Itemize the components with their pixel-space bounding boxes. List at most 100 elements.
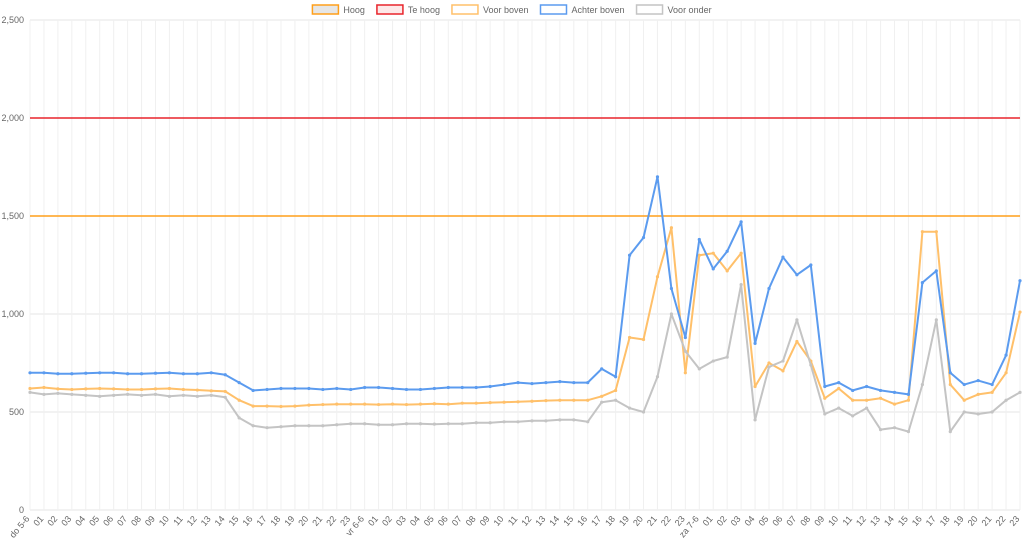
x-tick-label: 05 xyxy=(422,514,436,528)
x-tick-label: 13 xyxy=(199,514,213,528)
data-point xyxy=(892,402,897,406)
data-point xyxy=(892,390,897,394)
x-tick-label: 11 xyxy=(841,514,855,528)
data-point xyxy=(851,414,855,418)
x-tick-label: 21 xyxy=(645,514,659,528)
data-point xyxy=(432,422,436,426)
x-tick-label: 06 xyxy=(436,514,450,528)
data-point xyxy=(84,371,88,375)
y-tick-label: 1,000 xyxy=(1,309,24,319)
x-tick-label: 15 xyxy=(561,514,575,528)
data-point xyxy=(600,367,604,371)
legend-swatch xyxy=(635,4,664,15)
x-tick-label: 17 xyxy=(589,514,603,528)
data-point xyxy=(795,339,799,344)
data-point xyxy=(627,406,632,410)
data-point xyxy=(558,418,562,422)
data-point xyxy=(697,237,701,242)
x-tick-label: 19 xyxy=(952,514,966,528)
data-point xyxy=(934,318,938,322)
data-point xyxy=(530,381,534,386)
data-point xyxy=(42,392,46,396)
data-point xyxy=(795,273,799,277)
x-tick-label: 09 xyxy=(812,514,826,528)
legend-label: Achter boven xyxy=(572,5,625,15)
data-point xyxy=(697,367,701,371)
data-point xyxy=(237,416,241,420)
data-point xyxy=(725,355,729,359)
data-point xyxy=(572,418,576,422)
data-point xyxy=(711,359,715,363)
data-point xyxy=(153,387,158,391)
data-point xyxy=(279,386,283,391)
x-tick-label: 21 xyxy=(980,514,994,528)
data-point xyxy=(265,387,269,392)
x-tick-label: 17 xyxy=(924,514,938,528)
data-point xyxy=(237,381,241,385)
data-point xyxy=(837,386,841,391)
x-tick-label: 11 xyxy=(506,514,520,528)
data-point xyxy=(683,349,687,353)
data-point xyxy=(516,420,520,424)
x-tick-label: 11 xyxy=(171,514,185,528)
legend-label: Hoog xyxy=(343,5,365,15)
data-point xyxy=(920,230,924,234)
data-point xyxy=(251,424,255,428)
data-point xyxy=(293,386,297,391)
data-point xyxy=(962,398,966,402)
data-point xyxy=(56,372,60,376)
y-tick-label: 1,500 xyxy=(1,211,24,221)
data-point xyxy=(84,393,88,397)
data-point xyxy=(600,400,604,404)
data-point xyxy=(614,398,618,402)
data-point xyxy=(42,385,46,390)
x-tick-label: 22 xyxy=(659,514,673,528)
data-point xyxy=(363,422,367,426)
data-point xyxy=(753,341,757,345)
data-point xyxy=(655,375,660,379)
data-point xyxy=(823,396,827,400)
data-point xyxy=(669,312,674,316)
x-tick-label: 18 xyxy=(268,514,282,528)
data-point xyxy=(126,387,130,392)
data-point xyxy=(418,422,423,426)
data-point xyxy=(265,426,269,430)
data-point xyxy=(865,384,869,389)
x-tick-label: 23 xyxy=(1007,514,1021,528)
data-point xyxy=(544,381,548,385)
data-point xyxy=(251,388,255,393)
data-point xyxy=(321,387,325,392)
data-point xyxy=(614,388,618,393)
data-point xyxy=(906,430,911,434)
x-tick-label: 05 xyxy=(87,514,101,528)
x-tick-label: 14 xyxy=(882,514,896,528)
data-point xyxy=(586,398,590,402)
data-point xyxy=(335,386,339,391)
x-tick-label: 14 xyxy=(213,514,227,528)
data-point xyxy=(809,363,813,367)
data-point xyxy=(739,251,743,255)
data-point xyxy=(209,371,213,375)
data-point xyxy=(28,390,32,394)
data-point xyxy=(98,394,102,398)
legend: Hoog Te hoog Voor boven Achter boven Voor on… xyxy=(311,4,712,15)
data-point xyxy=(153,392,158,396)
data-point xyxy=(460,385,464,390)
data-point xyxy=(293,404,297,408)
data-point xyxy=(474,401,478,405)
x-tick-label: 08 xyxy=(129,514,143,528)
data-point xyxy=(948,430,952,434)
data-point xyxy=(237,398,241,402)
x-tick-label: 20 xyxy=(631,514,645,528)
data-point xyxy=(851,388,855,393)
x-tick-label: 05 xyxy=(756,514,770,528)
data-point xyxy=(655,175,660,179)
data-point xyxy=(349,422,353,426)
data-point xyxy=(683,371,687,375)
data-point xyxy=(1004,353,1008,357)
data-point xyxy=(809,263,813,267)
data-point xyxy=(28,371,32,375)
data-point xyxy=(502,382,506,387)
data-point xyxy=(181,372,185,376)
data-point xyxy=(181,387,185,392)
